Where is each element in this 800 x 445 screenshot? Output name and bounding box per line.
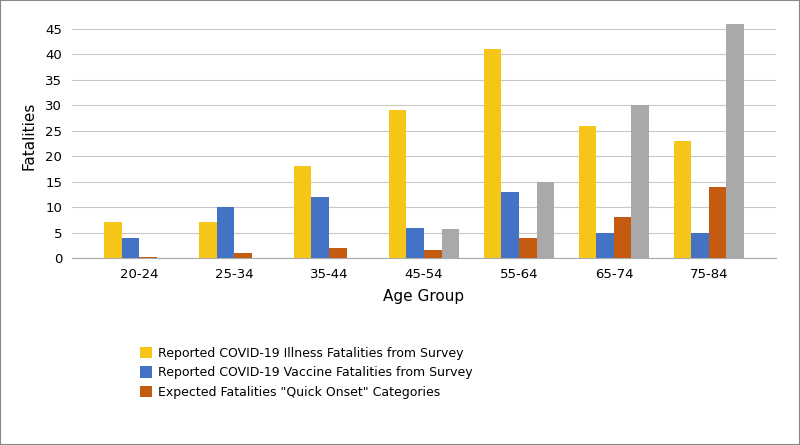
Legend: Reported COVID-19 Illness Fatalities from Survey, Reported COVID-19 Vaccine Fata: Reported COVID-19 Illness Fatalities fro… — [134, 342, 478, 404]
Bar — [691, 233, 709, 258]
Bar — [122, 238, 139, 258]
Bar — [139, 257, 157, 258]
Bar — [234, 253, 252, 258]
Bar — [631, 105, 649, 258]
Bar — [578, 125, 596, 258]
Bar — [294, 166, 311, 258]
Bar — [104, 222, 122, 258]
Bar — [537, 182, 554, 258]
Bar — [596, 233, 614, 258]
Bar — [311, 197, 329, 258]
Bar — [519, 238, 537, 258]
Bar — [389, 110, 406, 258]
Bar — [199, 222, 217, 258]
Bar — [726, 24, 744, 258]
Bar — [674, 141, 691, 258]
Bar — [217, 207, 234, 258]
Bar — [709, 187, 726, 258]
Bar — [329, 248, 346, 258]
Bar — [484, 49, 502, 258]
Bar — [502, 192, 519, 258]
Bar — [406, 227, 424, 258]
Bar — [442, 229, 459, 258]
Y-axis label: Fatalities: Fatalities — [22, 101, 37, 170]
X-axis label: Age Group: Age Group — [383, 289, 465, 304]
Bar — [424, 251, 442, 258]
Bar — [614, 217, 631, 258]
